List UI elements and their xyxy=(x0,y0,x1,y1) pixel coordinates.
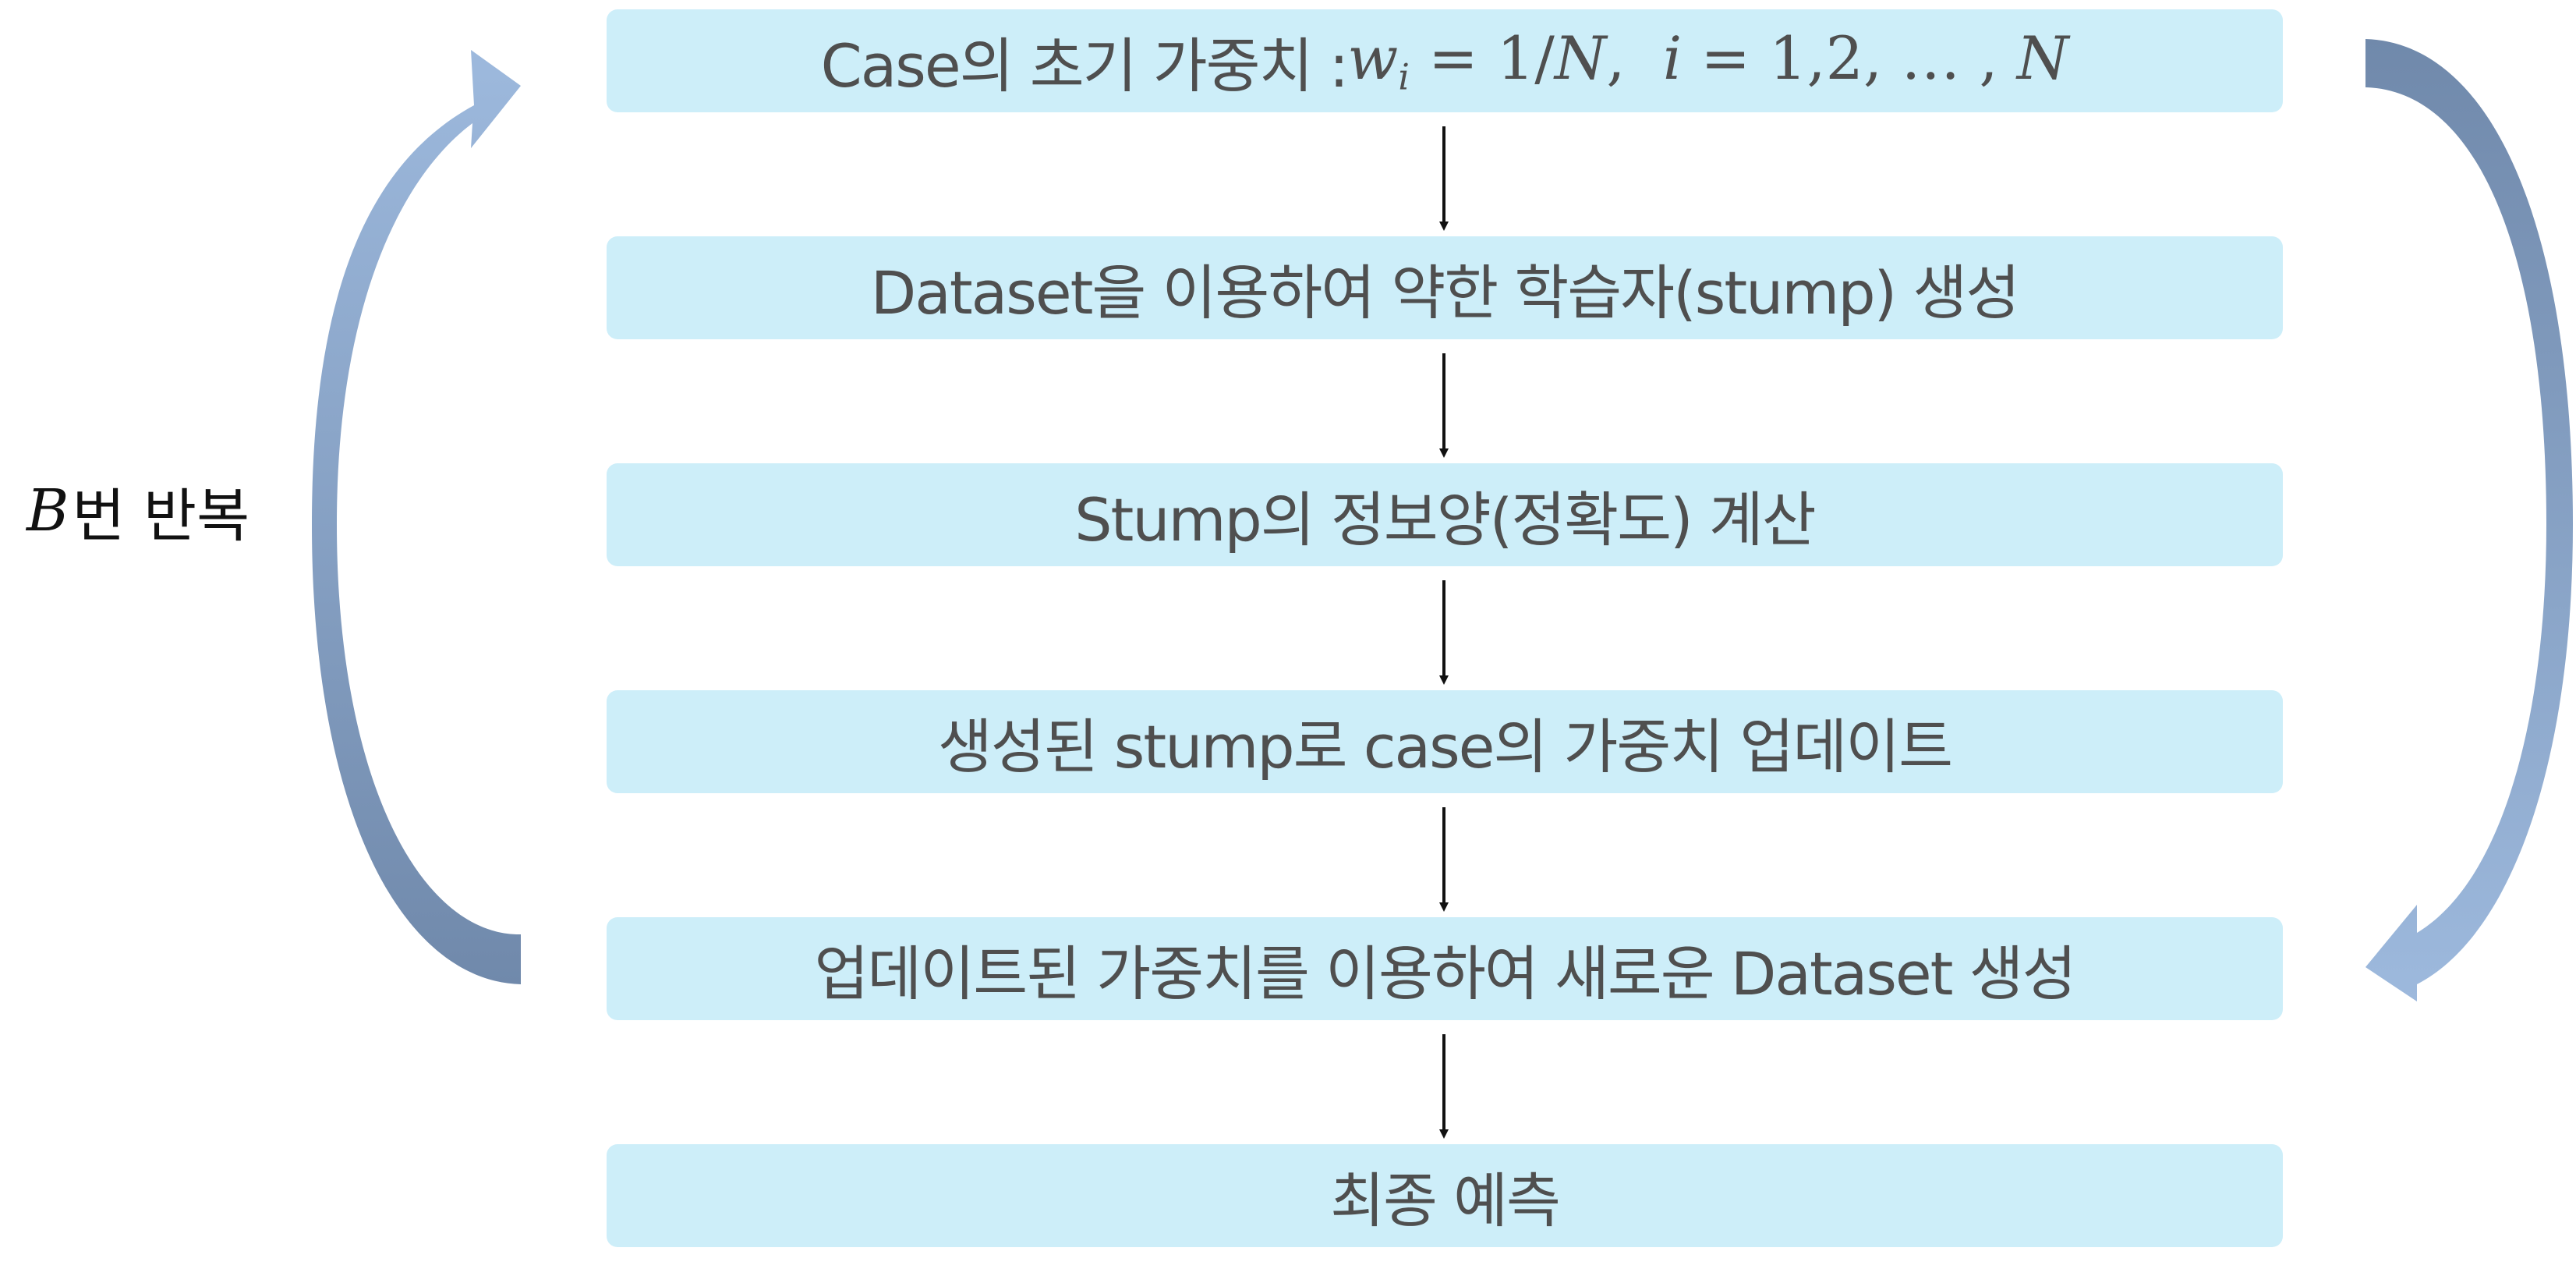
loop-label: B 번 반복 xyxy=(27,476,249,550)
step-init-weights: Case의 초기 가중치 : wi = 1/N, i = 1,2, … , N xyxy=(607,9,2283,112)
loop-arrow-left xyxy=(312,50,521,984)
step-update-weights: 생성된 stump로 case의 가중치 업데이트 xyxy=(607,690,2283,793)
step-new-dataset: 업데이트된 가중치를 이용하여 새로운 Dataset 생성 xyxy=(607,917,2283,1020)
loop-arrow-right xyxy=(2365,39,2573,1001)
step-final-prediction: 최종 예측 xyxy=(607,1144,2283,1247)
step-train-stump: Dataset을 이용하여 약한 학습자(stump) 생성 xyxy=(607,236,2283,339)
weight-formula: wi = 1/N, i = 1,2, … , N xyxy=(1347,23,2069,98)
loop-variable: B xyxy=(27,477,69,544)
step-init-weights-label: Case의 초기 가중치 : xyxy=(820,31,1350,101)
loop-label-text: 번 반복 xyxy=(72,482,250,550)
step-compute-info: Stump의 정보양(정확도) 계산 xyxy=(607,463,2283,566)
